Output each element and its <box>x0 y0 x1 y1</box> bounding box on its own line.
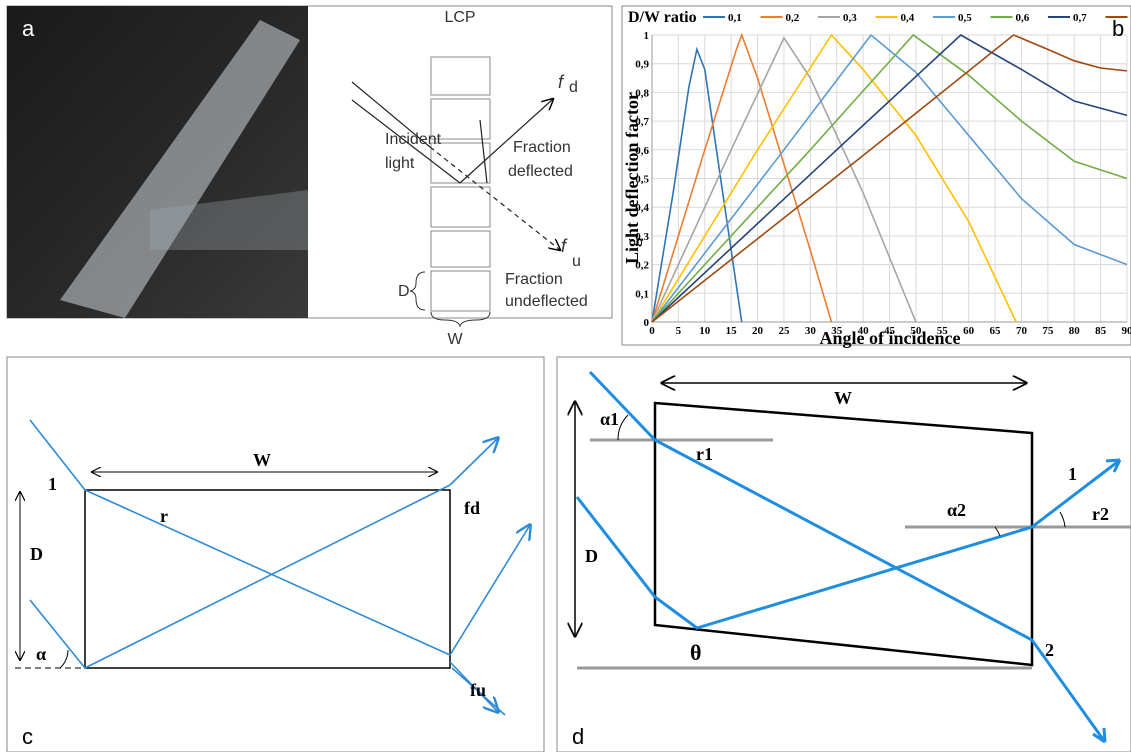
legend-label: 0,2 <box>786 12 800 24</box>
cell <box>655 403 1032 665</box>
figure: a LCP Incident light f d f u Fraction de… <box>0 0 1131 752</box>
angle-arc <box>618 415 628 440</box>
label: Fraction <box>513 139 571 156</box>
panel-letter: b <box>1112 16 1124 41</box>
legend-label: 0,5 <box>958 12 972 24</box>
label: r1 <box>696 444 713 464</box>
x-tick-label: 70 <box>1016 325 1028 337</box>
x-tick-label: 60 <box>963 325 975 337</box>
label: D <box>398 283 410 300</box>
label: u <box>572 253 581 270</box>
panel-frame <box>557 357 1131 752</box>
label: α1 <box>600 409 619 429</box>
rays <box>577 372 1120 742</box>
label: r2 <box>1092 504 1109 524</box>
label: f <box>558 72 565 92</box>
x-tick-label: 15 <box>726 325 738 337</box>
label: W <box>447 331 463 348</box>
x-tick-label: 0 <box>649 325 655 337</box>
brace <box>410 272 425 310</box>
y-tick-label: 1 <box>644 30 650 42</box>
legend-label: 0,6 <box>1016 12 1030 24</box>
label: f <box>561 236 568 256</box>
label: 1 <box>1068 464 1077 484</box>
x-tick-label: 90 <box>1122 325 1131 337</box>
label: 1 <box>48 474 57 494</box>
label: undeflected <box>505 293 588 310</box>
label: 2 <box>1045 640 1054 660</box>
x-tick-label: 30 <box>805 325 817 337</box>
label: α2 <box>947 500 966 520</box>
x-axis-label: Angle of incidence <box>820 328 961 348</box>
angle-arc <box>60 650 68 668</box>
panel-letter: a <box>22 16 35 41</box>
label: Incident <box>385 131 442 148</box>
panel-frame <box>7 357 544 752</box>
label: D <box>585 546 598 566</box>
lcp-cells <box>431 57 490 311</box>
x-tick-label: 5 <box>676 325 682 337</box>
x-tick-label: 10 <box>699 325 711 337</box>
label: fd <box>464 498 480 518</box>
panel-letter: c <box>22 724 33 749</box>
x-tick-label: 65 <box>990 325 1002 337</box>
label: D <box>30 544 43 564</box>
x-tick-label: 20 <box>752 325 764 337</box>
label: θ <box>690 640 701 665</box>
label: r <box>160 506 168 526</box>
panel-frame <box>622 6 1131 345</box>
y-tick-label: 0,9 <box>635 59 649 71</box>
x-tick-label: 75 <box>1042 325 1054 337</box>
legend-label: 0,1 <box>728 12 742 24</box>
legend-title: D/W ratio <box>628 9 697 26</box>
label: light <box>385 155 415 172</box>
y-axis-label: Light deflection factor <box>622 92 642 264</box>
label: α <box>36 644 46 664</box>
rays <box>30 420 530 715</box>
brace <box>431 312 490 326</box>
y-tick-label: 0,1 <box>635 288 649 300</box>
legend-label: 0,4 <box>901 12 915 24</box>
label: W <box>834 388 852 408</box>
panel-letter: d <box>572 724 584 749</box>
legend-label: 0,3 <box>843 12 857 24</box>
label: deflected <box>508 163 573 180</box>
label: LCP <box>444 9 475 26</box>
label: fu <box>470 680 486 700</box>
normals <box>577 440 1131 668</box>
label: W <box>253 450 271 470</box>
x-tick-label: 25 <box>778 325 790 337</box>
label: Fraction <box>505 271 563 288</box>
x-tick-label: 85 <box>1095 325 1107 337</box>
angle-arc <box>1060 512 1065 527</box>
label: d <box>569 79 578 96</box>
x-tick-label: 80 <box>1069 325 1081 337</box>
legend-label: 0,7 <box>1073 12 1087 24</box>
